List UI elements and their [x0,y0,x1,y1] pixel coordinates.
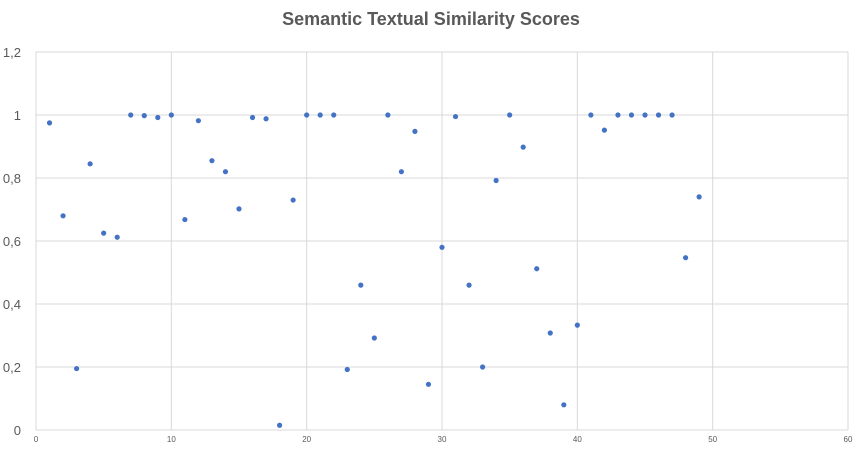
data-point [547,330,553,336]
data-point [425,381,432,387]
data-point [642,112,648,118]
x-tick-label: 20 [302,435,311,444]
data-point [561,402,567,408]
data-point [60,213,66,219]
data-point [669,112,675,118]
data-point [615,112,621,118]
data-point [331,112,337,118]
data-point [466,282,472,288]
data-point [114,234,120,240]
y-tick-label: 1,2 [3,45,21,60]
data-point [46,120,53,126]
data-point [195,118,201,124]
data-point [655,112,662,118]
data-point [358,282,364,288]
data-point [141,113,147,119]
y-tick-label: 0,2 [3,360,21,375]
data-point [493,177,499,184]
x-tick-label: 0 [34,435,39,444]
data-point [263,116,269,122]
data-point [480,364,486,370]
data-point [155,114,161,121]
data-point [304,112,310,118]
data-point [385,112,391,118]
data-point [507,112,513,118]
data-point [317,112,323,118]
x-tick-label: 30 [438,435,447,444]
data-point [344,366,350,373]
data-point [696,194,702,200]
data-point [574,322,580,328]
x-tick-label: 50 [708,435,717,444]
y-tick-label: 0,6 [3,234,21,249]
data-point [87,161,93,167]
data-point [452,113,459,120]
data-point [628,112,635,118]
x-tick-label: 40 [573,435,582,444]
y-tick-label: 0,4 [3,297,21,312]
y-tick-label: 1 [14,108,21,123]
data-point [290,197,296,203]
data-point [222,169,229,175]
data-point [588,112,594,118]
data-point [74,365,80,372]
y-tick-label: 0,8 [3,171,21,186]
y-tick-label: 0 [14,423,21,438]
data-point [683,255,689,261]
data-point [168,112,174,118]
data-point [439,244,445,250]
data-point [128,112,134,118]
data-point [601,127,608,133]
data-point [249,114,256,121]
data-point [398,169,404,175]
data-point [520,144,526,150]
x-tick-label: 60 [844,435,853,444]
x-tick-label: 10 [167,435,176,444]
data-point [371,335,377,341]
data-point [101,230,107,236]
chart-title: Semantic Textual Similarity Scores [282,9,580,29]
data-point [412,128,418,134]
data-point [209,158,215,164]
data-point [277,422,283,428]
data-point [182,216,188,223]
data-point [534,266,540,272]
data-point [236,206,242,212]
